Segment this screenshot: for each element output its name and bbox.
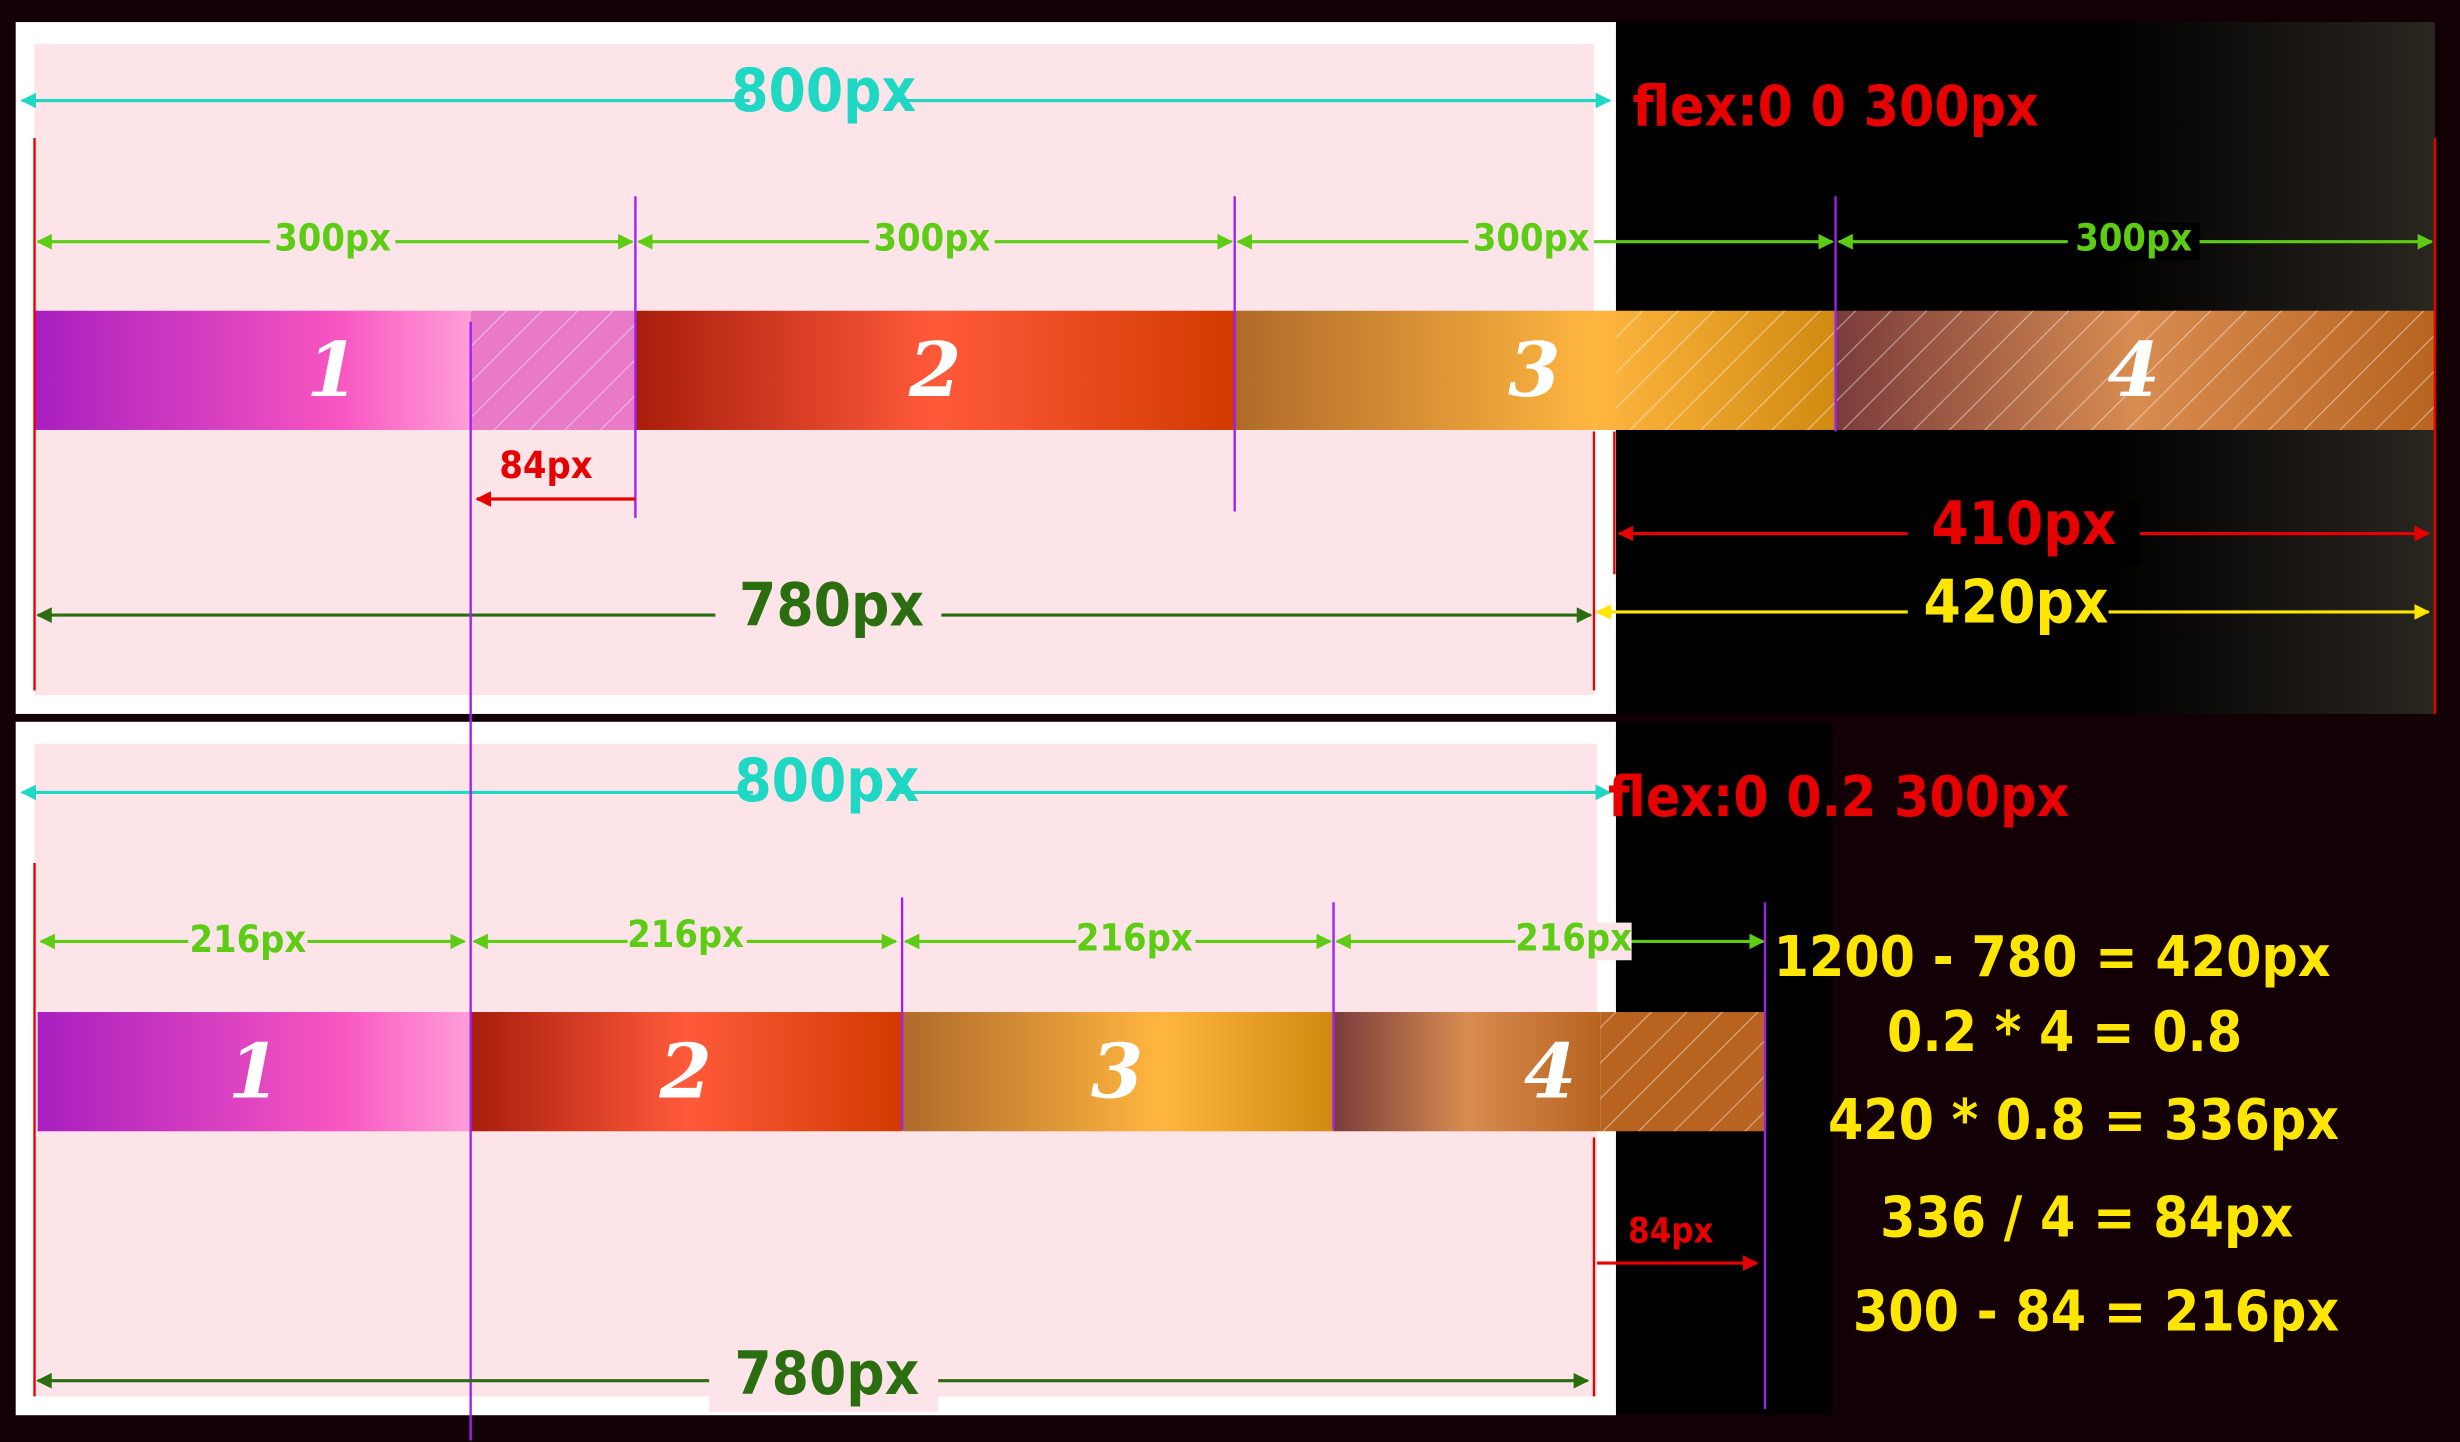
item-width: 216px <box>1076 915 1193 959</box>
container-width: 800px <box>731 57 916 126</box>
shrink-amount: 84px <box>499 443 592 487</box>
container-width: 800px <box>734 747 919 816</box>
shrink-amount: 84px <box>1628 1212 1713 1252</box>
formula: 0.2 * 4 = 0.8 <box>1887 1000 2242 1065</box>
item-width: 216px <box>189 917 306 961</box>
formula: 336 / 4 = 84px <box>1880 1185 2293 1250</box>
item-number: 4 <box>2107 325 2159 414</box>
item-number: 2 <box>658 1026 711 1115</box>
inner-width: 780px <box>739 571 924 640</box>
flex-rule: flex:0 0.2 300px <box>1608 765 2069 830</box>
overflow-width: 410px <box>1931 490 2116 559</box>
inner-width: 780px <box>734 1340 919 1409</box>
item-number: 4 <box>1524 1026 1576 1115</box>
formula: 1200 - 780 = 420px <box>1774 925 2331 990</box>
item-number: 3 <box>1508 325 1560 414</box>
formula: 300 - 84 = 216px <box>1853 1279 2340 1344</box>
labels: 800px flex:0 0 300px 300px 300px 300px 3… <box>189 57 2339 1409</box>
flex-rule: flex:0 0 300px <box>1632 75 2039 140</box>
item-width: 300px <box>1473 216 1590 260</box>
item-number: 2 <box>908 325 961 414</box>
item-width: 300px <box>874 216 991 260</box>
bottom-panel <box>15 321 1833 1441</box>
item-number: 1 <box>306 325 358 414</box>
item-width: 216px <box>1515 915 1632 959</box>
item-number: 3 <box>1091 1026 1143 1115</box>
formula: 420 * 0.8 = 336px <box>1828 1088 2339 1153</box>
item-width: 300px <box>274 216 391 260</box>
item-width: 300px <box>2075 216 2192 260</box>
top-panel <box>15 22 2437 714</box>
excess-width: 420px <box>1924 568 2109 637</box>
item-width: 216px <box>627 912 744 956</box>
item-number: 1 <box>228 1026 280 1115</box>
